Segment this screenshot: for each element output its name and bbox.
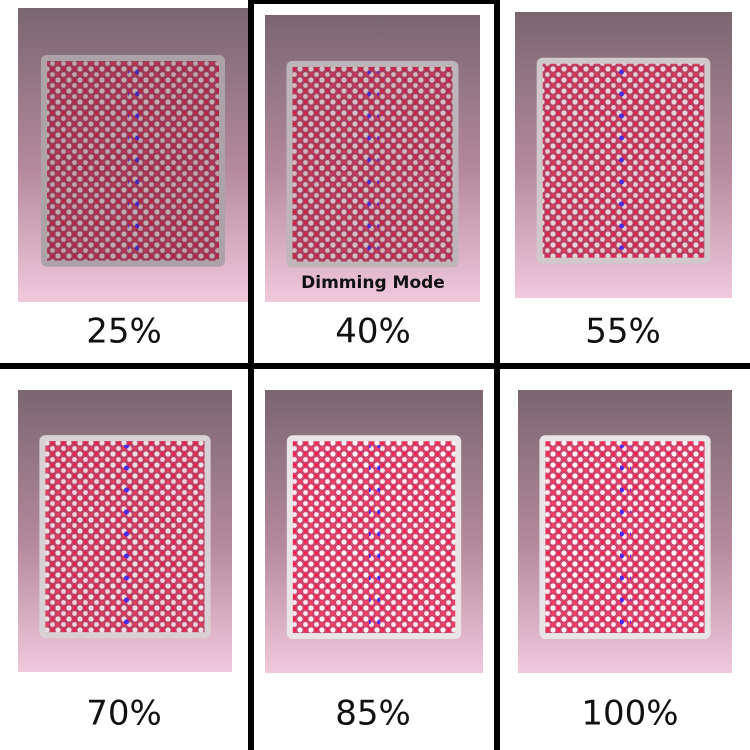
- divider: [0, 363, 750, 369]
- blue-leds: [367, 70, 379, 254]
- blue-leds: [620, 445, 631, 626]
- dimming-label: 40%: [335, 312, 411, 352]
- caption: Dimming Mode: [301, 273, 445, 293]
- blue-leds: [369, 445, 380, 626]
- dimming-label: 100%: [581, 694, 678, 734]
- divider: [248, 0, 500, 4]
- divider: [494, 0, 500, 750]
- divider: [248, 0, 254, 750]
- dim-overlay: [39, 435, 211, 639]
- blue-leds: [618, 67, 630, 250]
- blue-leds: [128, 65, 139, 253]
- dimming-label: 25%: [86, 312, 162, 352]
- dim-overlay: [41, 55, 225, 267]
- dim-overlay: [286, 60, 459, 268]
- dim-overlay: [536, 57, 711, 264]
- dimming-label: 55%: [585, 312, 661, 352]
- dimming-label: 70%: [86, 694, 162, 734]
- blue-leds: [120, 445, 131, 625]
- dimming-label: 85%: [335, 694, 411, 734]
- photos: 25% 40% 55% 70% 85% 100%: [18, 8, 732, 734]
